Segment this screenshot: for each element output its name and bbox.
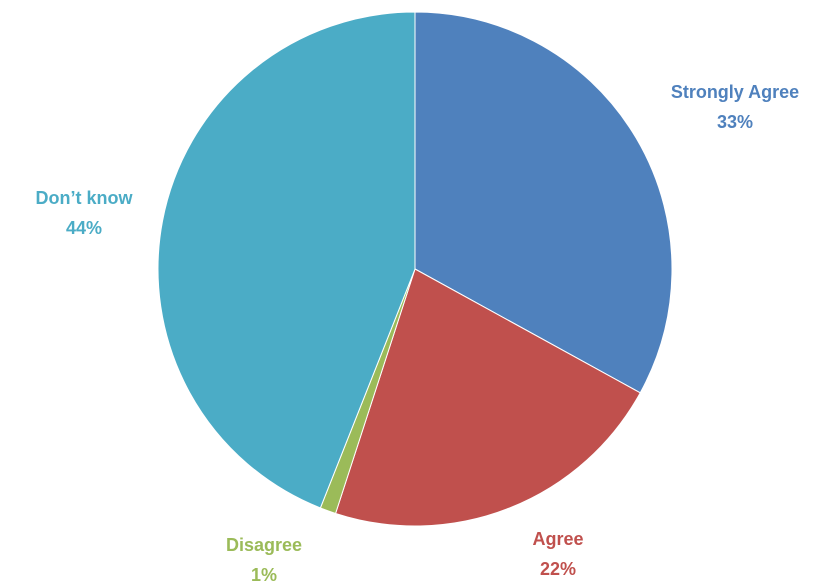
data-label-value: 22% [540, 559, 576, 579]
data-label-value: 1% [251, 565, 277, 585]
data-label-value: 44% [66, 218, 102, 238]
pie-slices [157, 11, 673, 527]
data-label: Agree 22% [532, 529, 583, 579]
pie-slice-strongly-agree [414, 11, 673, 394]
pie-labels: Strongly Agree 33% Agree 22% Disagree 1% Don’t… [36, 82, 800, 585]
pie-slice-don-t-know [157, 11, 416, 509]
data-label-value: 33% [717, 112, 753, 132]
data-label-category: Strongly Agree [671, 82, 799, 102]
data-label: Disagree 1% [226, 535, 302, 585]
data-label-category: Disagree [226, 535, 302, 555]
data-label: Strongly Agree 33% [671, 82, 799, 132]
data-label: Don’t know 44% [36, 188, 134, 238]
pie-slice-agree [334, 268, 641, 527]
data-label-category: Don’t know [36, 188, 134, 208]
data-label-category: Agree [532, 529, 583, 549]
